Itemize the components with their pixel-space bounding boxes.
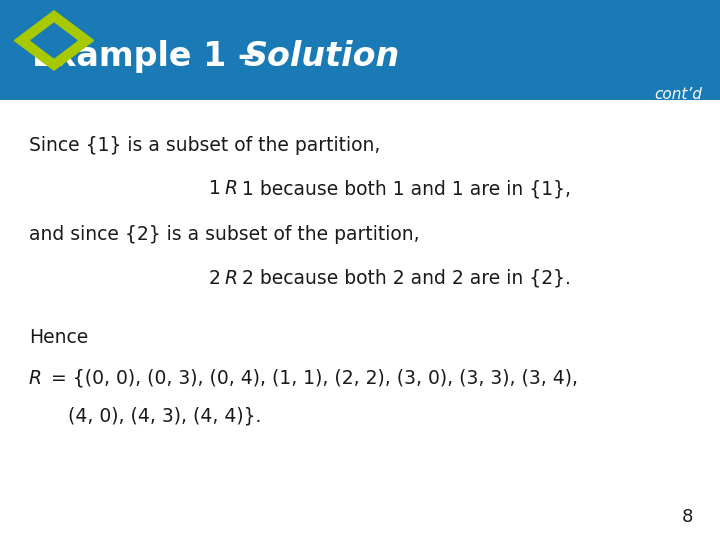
Text: 2: 2 xyxy=(209,268,227,288)
Text: R: R xyxy=(225,268,238,288)
Text: (4, 0), (4, 3), (4, 4)}.: (4, 0), (4, 3), (4, 4)}. xyxy=(68,406,262,426)
FancyBboxPatch shape xyxy=(0,0,720,100)
Text: and since {2} is a subset of the partition,: and since {2} is a subset of the partiti… xyxy=(29,225,420,245)
Polygon shape xyxy=(31,23,77,58)
Text: 1: 1 xyxy=(209,179,227,199)
Text: Solution: Solution xyxy=(243,40,400,73)
Text: Since {1} is a subset of the partition,: Since {1} is a subset of the partition, xyxy=(29,136,380,156)
Text: 8: 8 xyxy=(681,509,693,526)
Text: R: R xyxy=(29,368,42,388)
Text: 2 because both 2 and 2 are in {2}.: 2 because both 2 and 2 are in {2}. xyxy=(236,268,571,288)
Polygon shape xyxy=(14,11,94,70)
Text: cont’d: cont’d xyxy=(654,87,702,102)
Text: = {(0, 0), (0, 3), (0, 4), (1, 1), (2, 2), (3, 0), (3, 3), (3, 4),: = {(0, 0), (0, 3), (0, 4), (1, 1), (2, 2… xyxy=(45,368,577,388)
Text: R: R xyxy=(225,179,238,199)
Text: Hence: Hence xyxy=(29,328,88,347)
Text: Example 1 –: Example 1 – xyxy=(32,40,266,73)
Text: 1 because both 1 and 1 are in {1},: 1 because both 1 and 1 are in {1}, xyxy=(236,179,571,199)
